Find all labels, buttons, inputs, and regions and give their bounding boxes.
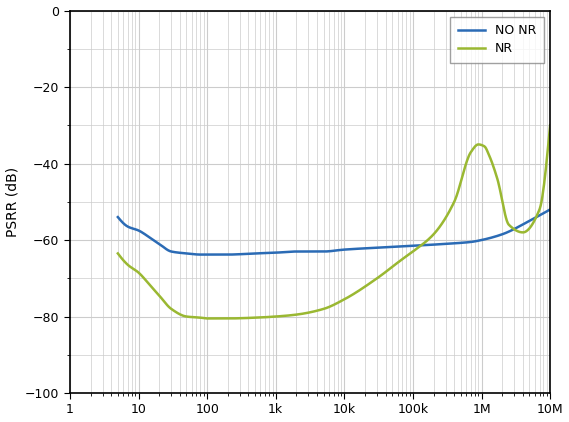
Line: NR: NR (118, 125, 550, 319)
NO NR (547, 207, 554, 212)
NR (323, 306, 330, 311)
NR (114, 251, 121, 256)
NR (204, 316, 211, 321)
NR (320, 306, 327, 311)
Y-axis label: PSRR (dB): PSRR (dB) (6, 167, 19, 237)
NO NR (197, 252, 204, 257)
NR (469, 146, 476, 151)
NR (373, 276, 380, 281)
NO NR (349, 246, 356, 252)
NO NR (469, 239, 476, 244)
NR (547, 123, 554, 128)
NO NR (537, 212, 544, 217)
Line: NO NR: NO NR (118, 209, 550, 254)
Legend: NO NR, NR: NO NR, NR (450, 17, 544, 63)
NO NR (373, 245, 380, 250)
NO NR (114, 214, 121, 219)
NO NR (323, 249, 330, 254)
NO NR (320, 249, 327, 254)
NR (537, 203, 544, 208)
NR (349, 292, 356, 297)
